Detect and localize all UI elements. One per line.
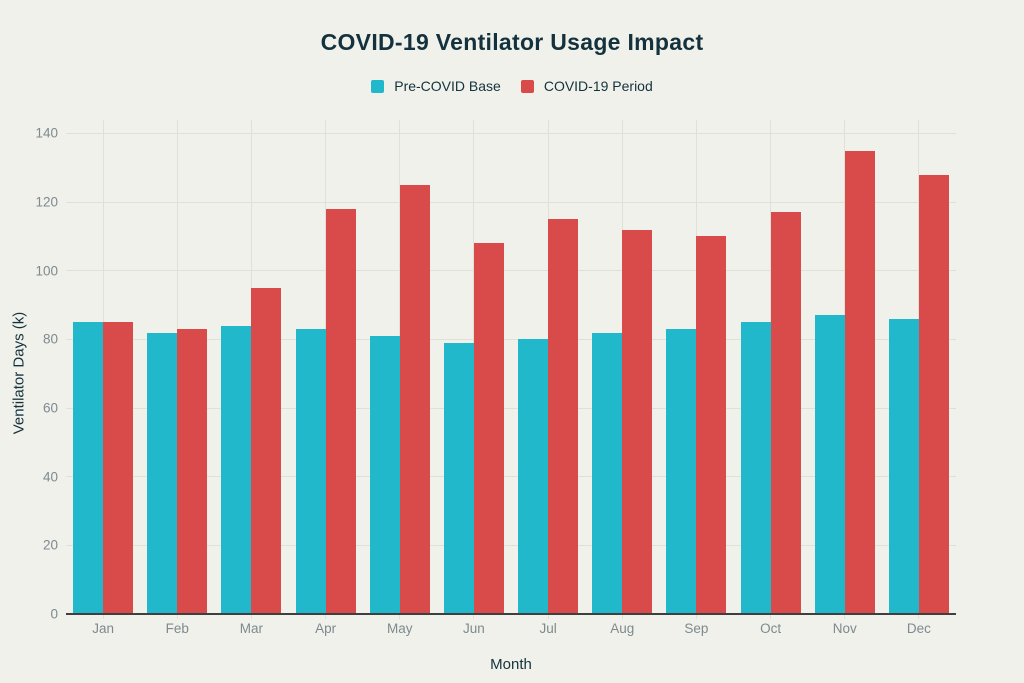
bar-pre-covid-base-jun: [443, 342, 474, 614]
gridline-y-80: [66, 338, 956, 340]
x-tick-label-jan: Jan: [92, 621, 114, 636]
bar-covid-19-period-jun: [473, 243, 504, 614]
x-tick-label-oct: Oct: [760, 621, 782, 636]
bar-covid-19-period-feb: [177, 329, 208, 614]
bar-covid-19-period-jan: [103, 322, 134, 614]
bar-pre-covid-base-nov: [814, 315, 845, 614]
x-tick-label-jul: Jul: [539, 621, 557, 636]
bar-pre-covid-base-feb: [147, 332, 178, 614]
legend-item-pre-covid[interactable]: Pre-COVID Base: [371, 78, 501, 94]
legend: Pre-COVID Base COVID-19 Period: [0, 78, 1024, 94]
chart-title: COVID-19 Ventilator Usage Impact: [320, 29, 704, 55]
bar-pre-covid-base-jan: [73, 322, 104, 614]
x-tick-label-sep: Sep: [684, 621, 709, 636]
bar-covid-19-period-dec: [918, 174, 949, 614]
bar-pre-covid-base-jul: [518, 339, 549, 614]
bar-pre-covid-base-may: [369, 335, 400, 614]
y-tick-label-20: 20: [42, 537, 58, 553]
legend-label-covid-period: COVID-19 Period: [543, 78, 653, 94]
bar-pre-covid-base-mar: [221, 325, 252, 614]
y-tick-label-80: 80: [42, 331, 58, 347]
x-tick-label-jun: Jun: [463, 621, 485, 636]
x-tick-label-aug: Aug: [610, 621, 635, 636]
gridline-y-20: [66, 544, 956, 546]
bar-pre-covid-base-oct: [740, 322, 771, 614]
bar-pre-covid-base-dec: [888, 318, 919, 614]
x-tick-label-apr: Apr: [315, 621, 337, 636]
bar-pre-covid-base-sep: [666, 329, 697, 614]
y-tick-label-100: 100: [35, 263, 58, 279]
x-axis-title: Month: [490, 656, 532, 673]
bar-covid-19-period-apr: [325, 208, 356, 614]
bar-covid-19-period-oct: [770, 212, 801, 614]
gridline-y-140: [66, 132, 956, 134]
gridline-y-120: [66, 201, 956, 203]
bar-pre-covid-base-aug: [592, 332, 623, 614]
bar-covid-19-period-nov: [844, 150, 875, 614]
gridline-y-60: [66, 407, 956, 409]
x-axis-line: [66, 613, 956, 615]
x-tick-label-may: May: [386, 621, 413, 636]
x-tick-label-feb: Feb: [165, 621, 189, 636]
y-tick-label-120: 120: [35, 194, 58, 210]
x-tick-label-nov: Nov: [832, 621, 857, 636]
y-axis-title: Ventilator Days (k): [10, 311, 28, 435]
bar-pre-covid-base-apr: [295, 329, 326, 614]
bar-covid-19-period-sep: [696, 236, 727, 614]
gridline-y-40: [66, 476, 956, 478]
y-tick-label-40: 40: [42, 469, 58, 485]
bar-covid-19-period-aug: [622, 229, 653, 614]
legend-swatch-red-icon: [520, 79, 534, 93]
y-tick-label-60: 60: [42, 400, 58, 416]
y-tick-label-140: 140: [35, 125, 58, 141]
legend-label-pre-covid: Pre-COVID Base: [394, 78, 501, 94]
bar-covid-19-period-may: [399, 184, 430, 614]
gridline-y-100: [66, 270, 956, 272]
legend-swatch-teal-icon: [371, 79, 385, 93]
y-tick-label-0: 0: [50, 606, 58, 622]
legend-item-covid-period[interactable]: COVID-19 Period: [520, 78, 653, 94]
x-tick-label-mar: Mar: [239, 621, 264, 636]
plot-area: 0 20 40 60 80 100 120 140 Jan Feb Mar Apr May Jun Jul A…: [35, 120, 956, 636]
bar-covid-19-period-jul: [548, 219, 579, 614]
bar-covid-19-period-mar: [251, 287, 282, 614]
x-tick-label-dec: Dec: [906, 621, 931, 636]
